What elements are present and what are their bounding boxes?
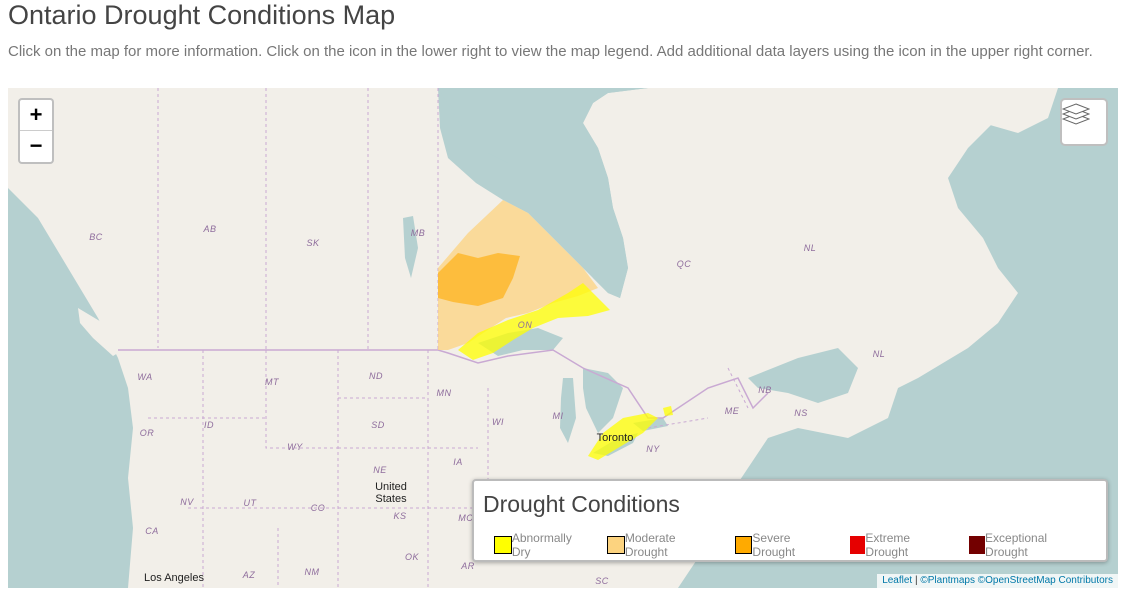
label-nv: NV: [180, 497, 194, 507]
label-bc: BC: [89, 232, 103, 242]
layers-control-button[interactable]: [1060, 98, 1108, 146]
map-basemap[interactable]: [8, 88, 1118, 588]
label-or: OR: [139, 428, 155, 438]
label-mt: MT: [265, 377, 279, 387]
label-wi: WI: [492, 417, 504, 427]
hudson-bay: [438, 88, 648, 298]
plantmaps-link[interactable]: ©Plantmaps: [920, 575, 975, 586]
legend-title: Drought Conditions: [483, 491, 680, 517]
label-co: CO: [310, 503, 326, 513]
gulf-st-lawrence: [748, 348, 858, 403]
zoom-in-button[interactable]: +: [20, 100, 52, 131]
drought-moderate-area: [438, 200, 598, 350]
baffin-island: [708, 88, 778, 148]
map-container[interactable]: BC AB SK MB ON QC NL NL NB NS WA OR CA I…: [8, 88, 1118, 588]
drought-abnormal-east: [663, 406, 673, 416]
attribution-separator: |: [912, 575, 921, 586]
border-canada-us: [118, 349, 769, 419]
label-mb: MB: [410, 228, 426, 238]
newfoundland: [848, 293, 903, 358]
pacific-coast: [8, 188, 133, 588]
legend-label: Exceptional Drought: [985, 531, 1048, 559]
label-az: AZ: [242, 570, 256, 580]
legend-swatch-exceptional-drought: [969, 536, 986, 554]
legend-item-extreme-drought: Extreme Drought: [849, 531, 956, 559]
leaflet-link[interactable]: Leaflet: [882, 575, 913, 586]
legend-item-abnormally-dry: Abnormally Dry: [494, 531, 593, 559]
label-nl-1: NL: [803, 243, 817, 253]
legend-swatch-moderate-drought: [607, 536, 625, 554]
page-description: Click on the map for more information. C…: [8, 43, 1093, 60]
city-los-angeles: Los Angeles: [144, 572, 204, 584]
label-sd: SD: [371, 420, 385, 430]
label-wa: WA: [137, 372, 153, 382]
label-on: ON: [517, 320, 533, 330]
label-ne: NE: [373, 465, 387, 475]
page-title: Ontario Drought Conditions Map: [8, 0, 396, 30]
label-qc: QC: [676, 259, 692, 269]
legend-swatch-abnormally-dry: [494, 536, 512, 554]
drought-abnormal-south: [588, 413, 658, 460]
legend-label: Abnormally Dry: [511, 531, 572, 559]
legend-items: Abnormally Dry Moderate Drought Severe D…: [494, 531, 1106, 559]
label-mn: MN: [436, 388, 452, 398]
map-attribution: Leaflet | ©Plantmaps ©OpenStreetMap Cont…: [877, 574, 1118, 588]
zoom-out-button[interactable]: −: [29, 133, 43, 158]
label-me: ME: [724, 406, 740, 416]
label-ks: KS: [393, 511, 407, 521]
legend-swatch-severe-drought: [734, 536, 753, 554]
label-wy: WY: [287, 442, 303, 452]
legend-swatch-extreme-drought: [849, 536, 866, 554]
label-sc: SC: [595, 576, 609, 586]
legend-label: Moderate Drought: [624, 531, 676, 559]
label-ny: NY: [646, 444, 660, 454]
zoom-control: + −: [18, 98, 54, 164]
legend-item-exceptional-drought: Exceptional Drought: [969, 531, 1092, 559]
legend-item-moderate-drought: Moderate Drought: [607, 531, 721, 559]
legend-label: Extreme Drought: [865, 531, 911, 559]
lake-superior: [478, 328, 563, 356]
legend-panel[interactable]: Drought Conditions Abnormally Dry Modera…: [472, 479, 1108, 562]
vancouver-island: [78, 308, 123, 356]
label-ut: UT: [243, 498, 257, 508]
drought-severe-area: [438, 253, 520, 306]
label-nm: NM: [304, 567, 320, 577]
city-toronto: Toronto: [596, 432, 634, 444]
label-nl-2: NL: [872, 349, 886, 359]
label-mi: MI: [552, 411, 564, 421]
osm-link[interactable]: ©OpenStreetMap Contributors: [977, 575, 1113, 586]
lake-huron: [583, 368, 623, 433]
label-ok: OK: [404, 552, 420, 562]
lake-michigan: [560, 378, 576, 443]
label-mo: MO: [458, 513, 474, 523]
label-id: ID: [204, 420, 214, 430]
label-sk: SK: [306, 238, 320, 248]
label-ab: AB: [203, 224, 217, 234]
arctic-island: [958, 88, 1058, 133]
label-nb: NB: [758, 385, 772, 395]
label-ar: AR: [461, 561, 475, 571]
legend-label: Severe Drought: [752, 531, 796, 559]
layers-icon: [1062, 103, 1090, 125]
label-ns: NS: [794, 408, 808, 418]
lake-winnipeg: [403, 216, 418, 278]
legend-item-severe-drought: Severe Drought: [734, 531, 836, 559]
label-nd: ND: [369, 371, 383, 381]
label-united-states: United States: [375, 481, 407, 505]
label-ca: CA: [145, 526, 159, 536]
drought-abnormal-area: [458, 283, 610, 360]
label-ia: IA: [453, 457, 463, 467]
